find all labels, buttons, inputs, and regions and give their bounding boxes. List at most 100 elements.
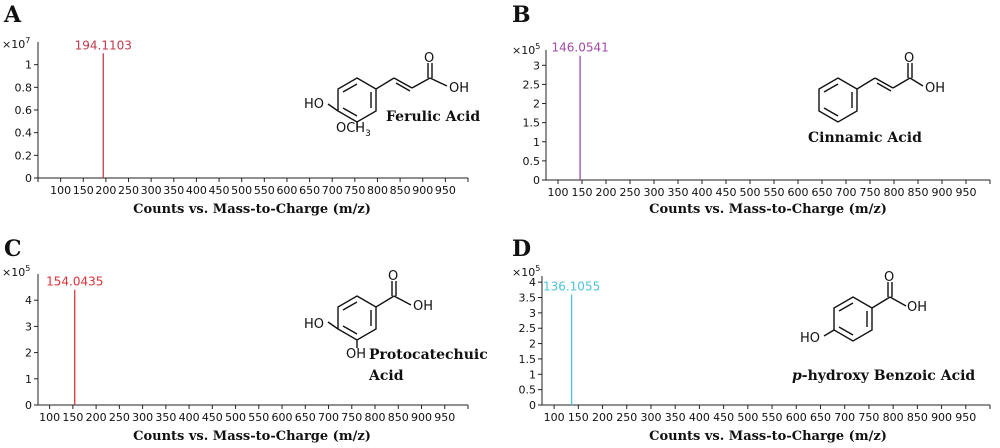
carbonyl-o-label: O xyxy=(904,51,914,66)
x-tick-label: 550 xyxy=(248,411,269,424)
y-tick-label: 4 xyxy=(529,276,536,289)
y-tick-label: 0 xyxy=(25,399,32,412)
compound-name-line2: Acid xyxy=(368,368,404,384)
x-tick-label: 500 xyxy=(225,411,246,424)
x-tick-label: 450 xyxy=(713,411,734,424)
x-axis-label: Counts vs. Mass-to-Charge (m/z) xyxy=(649,202,887,217)
x-tick-label: 650 xyxy=(810,411,831,424)
x-tick-label: 250 xyxy=(616,411,637,424)
x-axis-label: Counts vs. Mass-to-Charge (m/z) xyxy=(133,429,371,444)
carbonyl-o-label: O xyxy=(424,51,434,66)
y-tick-label: 2 xyxy=(533,98,540,111)
x-tick-label: 150 xyxy=(572,186,593,199)
x-tick-label: 300 xyxy=(644,186,665,199)
hydroxyl-label: OH xyxy=(907,300,927,315)
x-tick-label: 550 xyxy=(764,186,785,199)
y-tick-label: 1.5 xyxy=(523,117,541,130)
x-tick-label: 350 xyxy=(665,411,686,424)
y-tick-label: 0.6 xyxy=(15,104,33,117)
x-tick-label: 800 xyxy=(883,411,904,424)
x-tick-label: 100 xyxy=(50,184,71,197)
methoxy-label: OCH3 xyxy=(336,121,371,139)
plot-area: 0 1 2 3 4 100 150 200 250 300 350 400 450 500 550 600 65… xyxy=(25,274,469,424)
x-tick-label: 350 xyxy=(668,186,689,199)
ferulic-acid-structure xyxy=(327,63,448,130)
panel-letter: C xyxy=(4,236,22,262)
carbonyl-o-label: O xyxy=(388,269,398,284)
hydroxyl-label: OH xyxy=(925,81,945,96)
carbonyl-o-label: O xyxy=(884,270,894,285)
x-tick-label: 900 xyxy=(931,411,952,424)
x-tick-label: 850 xyxy=(907,411,928,424)
x-tick-label: 650 xyxy=(299,184,320,197)
x-tick-label: 150 xyxy=(73,184,94,197)
x-tick-label: 150 xyxy=(568,411,589,424)
y-tick-label: 1 xyxy=(529,368,536,381)
x-tick-label: 350 xyxy=(155,411,176,424)
x-tick-label: 450 xyxy=(202,411,223,424)
x-tick-label: 750 xyxy=(344,184,365,197)
x-tick-label: 450 xyxy=(209,184,230,197)
x-tick-label: 150 xyxy=(62,411,83,424)
panel-letter: D xyxy=(512,236,531,262)
x-tick-label: 200 xyxy=(596,186,617,199)
y-tick-label: 4 xyxy=(25,294,32,307)
x-tick-label: 900 xyxy=(412,184,433,197)
y-tick-label: 2.5 xyxy=(523,78,541,91)
plot-area: 0 0.5 1 1.5 2 2.5 3 3.5 4 100 150 200 250 300 350 400 45… xyxy=(519,276,991,424)
plot-area: 0 0.5 1 1.5 2 2.5 3 100 150 200 250 300 350 400 450 500… xyxy=(523,41,991,199)
x-tick-label: 600 xyxy=(276,184,297,197)
y-tick-label: 0.8 xyxy=(15,81,33,94)
protocatechuic-acid-structure xyxy=(327,281,412,348)
x-tick-label: 400 xyxy=(186,184,207,197)
ho-label: HO xyxy=(800,331,820,346)
x-tick-label: 700 xyxy=(836,186,857,199)
y-tick-label: 0 xyxy=(25,172,32,185)
x-tick-label: 200 xyxy=(592,411,613,424)
x-tick-label: 850 xyxy=(388,411,409,424)
x-tick-label: 500 xyxy=(231,184,252,197)
x-tick-label: 650 xyxy=(812,186,833,199)
x-tick-label: 250 xyxy=(118,184,139,197)
y-tick-label: 3.5 xyxy=(519,292,537,305)
y-multiplier: ×107 xyxy=(2,36,30,51)
x-tick-label: 950 xyxy=(956,186,977,199)
x-tick-label: 250 xyxy=(109,411,130,424)
y-tick-label: 2 xyxy=(25,347,32,360)
oh-ring-label: OH xyxy=(346,347,366,362)
x-tick-label: 400 xyxy=(692,186,713,199)
panel-letter: A xyxy=(3,2,22,28)
x-tick-label: 100 xyxy=(544,411,565,424)
x-tick-label: 700 xyxy=(834,411,855,424)
cinnamic-acid-structure xyxy=(818,63,924,123)
compound-name: Ferulic Acid xyxy=(386,109,480,125)
x-tick-label: 850 xyxy=(390,184,411,197)
x-tick-label: 700 xyxy=(318,411,339,424)
panel-letter: B xyxy=(512,2,531,28)
x-tick-label: 100 xyxy=(39,411,60,424)
plot-area: 0 0.2 0.4 0.6 0.8 1 100 150 200 250 300 350 400 450 50… xyxy=(15,38,469,197)
x-tick-label: 450 xyxy=(716,186,737,199)
y-tick-label: 1 xyxy=(25,373,32,386)
y-tick-label: 0.2 xyxy=(15,149,33,162)
ho-label: HO xyxy=(304,97,324,112)
x-tick-label: 800 xyxy=(367,184,388,197)
x-tick-label: 900 xyxy=(411,411,432,424)
y-tick-label: 1.5 xyxy=(519,353,537,366)
compound-name: Protocatechuic xyxy=(369,347,488,363)
hydroxyl-label: OH xyxy=(449,81,469,96)
x-tick-label: 500 xyxy=(737,411,758,424)
hydroxyl-label: OH xyxy=(413,299,433,314)
x-tick-label: 300 xyxy=(132,411,153,424)
compound-name: Cinnamic Acid xyxy=(808,130,922,146)
x-tick-label: 750 xyxy=(341,411,362,424)
x-tick-label: 500 xyxy=(740,186,761,199)
x-tick-label: 800 xyxy=(884,186,905,199)
x-axis-label: Counts vs. Mass-to-Charge (m/z) xyxy=(133,202,371,217)
y-tick-label: 2 xyxy=(529,338,536,351)
x-tick-label: 950 xyxy=(434,411,455,424)
peak-label: 136.1055 xyxy=(543,279,600,293)
y-tick-label: 3 xyxy=(25,320,32,333)
